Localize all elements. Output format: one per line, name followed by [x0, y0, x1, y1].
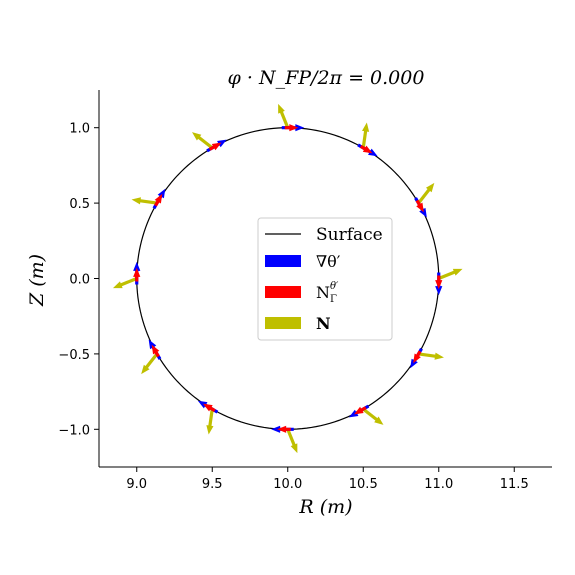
legend: Surface ∇θ′ NΓθ′ N	[257, 217, 393, 341]
n-gamma-arrow	[133, 267, 141, 282]
x-tick-label: 11.0	[424, 477, 453, 492]
legend-n-gamma-swatch	[265, 286, 301, 298]
arrows-group	[112, 103, 463, 454]
n-arrow	[361, 122, 370, 149]
n-gamma-arrow	[154, 193, 163, 207]
legend-grad-theta-swatch	[265, 255, 301, 267]
x-axis-label: R (m)	[298, 496, 352, 518]
n-arrow	[417, 182, 435, 205]
x-tick-label: 9.5	[202, 477, 223, 492]
n-arrow	[362, 407, 384, 425]
n-arrow	[438, 268, 463, 280]
n-gamma-arrow	[203, 403, 216, 412]
y-tick-label: −1.0	[58, 423, 90, 438]
n-arrow	[141, 352, 159, 375]
y-axis-label: Z (m)	[26, 254, 48, 307]
y-tick-label: −0.5	[58, 348, 90, 363]
legend-n-gamma-sub: Γ	[330, 294, 337, 305]
legend-n-gamma-base: N	[316, 283, 330, 302]
legend-n-swatch	[265, 317, 301, 329]
y-tick-label: 0.5	[69, 197, 90, 212]
n-gamma-arrow	[208, 142, 222, 151]
legend-box	[257, 217, 393, 341]
n-arrow	[206, 408, 214, 435]
legend-n-label: N	[316, 314, 331, 333]
n-arrow	[278, 103, 290, 129]
legend-n-gamma-label: NΓθ′	[316, 281, 339, 305]
n-gamma-arrow	[354, 406, 367, 415]
n-gamma-arrow	[151, 344, 160, 358]
legend-grad-theta-label: ∇θ′	[316, 252, 341, 271]
n-arrow	[286, 428, 298, 454]
x-tick-label: 9.0	[126, 477, 147, 492]
n-gamma-arrow	[359, 145, 373, 154]
legend-surface-label: Surface	[316, 225, 383, 245]
y-tick-label: 1.0	[69, 122, 90, 137]
x-tick-label: 10.5	[349, 477, 378, 492]
n-arrow	[418, 352, 444, 360]
chart-title: φ · N_FP/2π = 0.000	[228, 67, 425, 89]
n-arrow	[131, 197, 158, 205]
n-gamma-arrow	[435, 275, 443, 290]
x-tick-label: 11.5	[500, 477, 529, 492]
y-tick-label: 0.0	[69, 273, 90, 288]
n-gamma-arrow	[415, 199, 424, 213]
x-tick-label: 10.0	[273, 477, 302, 492]
n-gamma-arrow	[277, 425, 291, 433]
ticks: 9.0 9.5 10.0 10.5 11.0 11.5 −1.0 −0.5 0.0 0.5 1.0	[58, 122, 528, 492]
n-gamma-arrow	[284, 124, 299, 132]
n-gamma-arrow	[413, 350, 422, 364]
n-arrow	[112, 277, 138, 289]
legend-n-gamma-sup: θ′	[330, 281, 339, 292]
n-arrow	[192, 132, 214, 150]
